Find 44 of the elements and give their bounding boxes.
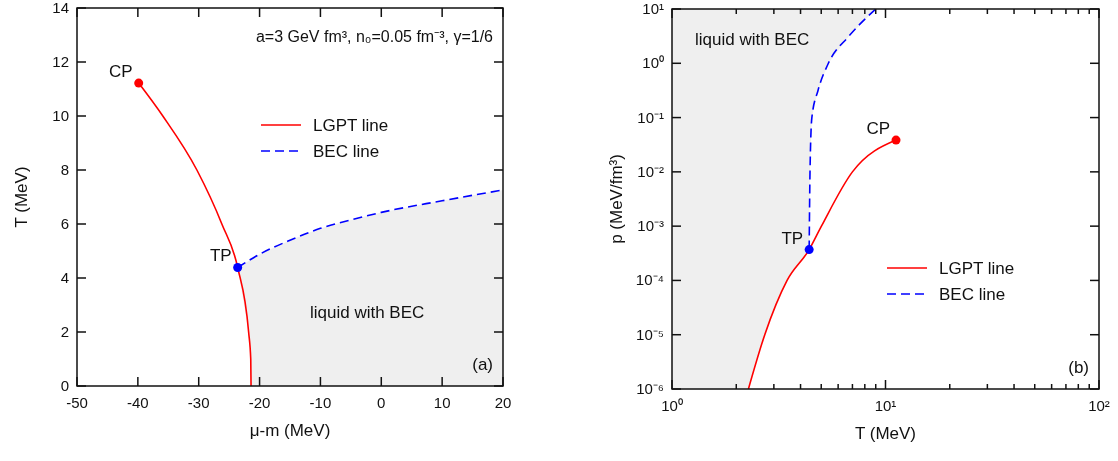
- y-tick-label: 6: [60, 215, 69, 232]
- annotation: liquid with BEC: [695, 30, 810, 49]
- x-tick-label: -40: [127, 394, 149, 411]
- x-tick-label: -20: [248, 394, 271, 411]
- y-tick-label: 14: [52, 0, 69, 16]
- y-tick-label: 10¹: [642, 0, 664, 17]
- y-tick-label: 8: [60, 161, 69, 178]
- legend-label: LGPT line: [939, 259, 1015, 278]
- y-axis-title: T (MeV): [12, 166, 31, 228]
- x-tick-label: 0: [377, 394, 386, 411]
- y-tick-label: 10: [52, 107, 69, 124]
- y-tick-label: 10⁻⁶: [636, 380, 664, 397]
- y-tick-label: 10⁻¹: [637, 108, 664, 126]
- y-tick-label: 0: [60, 377, 69, 394]
- x-tick-label: 10¹: [874, 397, 897, 414]
- x-axis-title: μ-m (MeV): [249, 421, 331, 440]
- y-tick-label: 10⁻⁴: [635, 271, 664, 289]
- x-tick-label: -10: [309, 394, 332, 411]
- x-axis-title: T (MeV): [854, 424, 917, 443]
- x-tick-label: -30: [187, 394, 210, 411]
- x-tick-label: 20: [494, 394, 512, 411]
- annotation: (a): [472, 355, 493, 374]
- y-tick-label: 10⁻²: [637, 162, 664, 180]
- annotation: a=3 GeV fm³, n₀=0.05 fm⁻³, γ=1/6: [255, 28, 494, 45]
- y-tick-label: 10⁻⁵: [636, 325, 664, 343]
- x-tick-label: 10⁰: [661, 397, 683, 414]
- annotation: CP: [109, 62, 133, 82]
- y-tick-label: 10⁻³: [637, 217, 664, 235]
- legend-label: BEC line: [313, 142, 380, 161]
- x-tick-label: -50: [66, 394, 88, 411]
- legend-label: LGPT line: [313, 116, 389, 135]
- x-tick-label: 10: [433, 394, 451, 411]
- annotation: TP: [209, 246, 232, 266]
- y-tick-label: 4: [60, 269, 69, 286]
- y-axis-title: p (MeV/fm³): [607, 154, 626, 244]
- annotation: TP: [781, 228, 804, 248]
- annotation: (b): [1068, 358, 1089, 377]
- y-tick-label: 12: [52, 53, 69, 70]
- legend-label: BEC line: [939, 285, 1006, 304]
- annotation: liquid with BEC: [310, 303, 425, 322]
- x-tick-label: 10²: [1088, 397, 1110, 414]
- y-tick-label: 2: [60, 323, 69, 340]
- y-tick-label: 10⁰: [642, 54, 664, 72]
- annotation: CP: [866, 119, 891, 139]
